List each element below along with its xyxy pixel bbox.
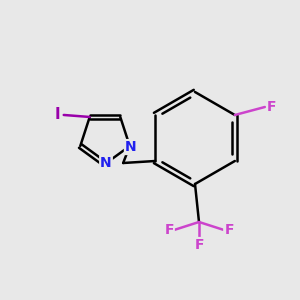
Text: F: F [194,238,204,252]
Text: I: I [55,107,61,122]
Text: N: N [100,156,112,170]
Text: F: F [164,223,174,237]
Text: F: F [267,100,277,114]
Text: N: N [125,140,136,154]
Text: F: F [224,223,234,237]
